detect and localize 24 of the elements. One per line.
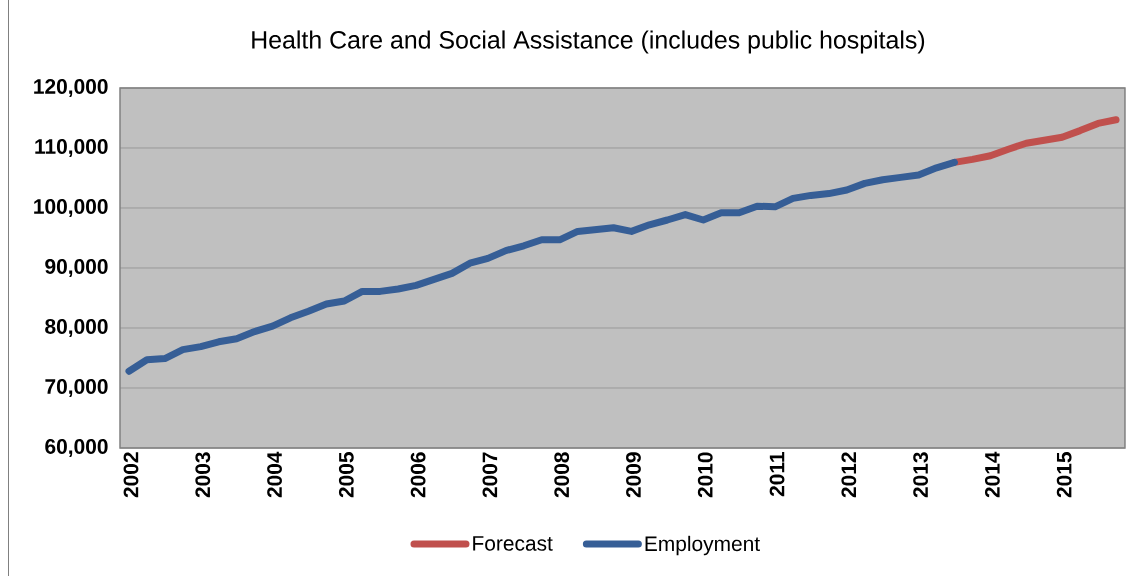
x-tick-label: 2013 [913, 452, 929, 498]
y-tick-label: 90,000 [45, 259, 108, 277]
x-tick-label: 2011 [769, 452, 785, 497]
x-tick-label: 2002 [123, 452, 139, 498]
y-tick-label: 110,000 [35, 139, 108, 157]
x-tick-label: 2003 [195, 452, 211, 498]
x-tick-label: 2009 [626, 452, 641, 498]
y-tick-label: 70,000 [45, 379, 108, 397]
x-tick-label: 2014 [984, 451, 1000, 498]
legend-label: Employment [645, 535, 760, 556]
x-tick-label: 2007 [482, 452, 498, 498]
x-tick-label: 2015 [1056, 452, 1072, 498]
x-tick-label: 2012 [841, 452, 857, 498]
legend-label: Forecast [473, 536, 553, 551]
y-tick-label: 80,000 [45, 319, 108, 337]
chart-title: Health Care and Social Assistance (includes public hospitals) [252, 30, 925, 54]
x-tick-label: 2004 [267, 451, 282, 498]
x-tick-label: 2008 [554, 452, 570, 498]
y-tick-label: 60,000 [45, 439, 108, 457]
x-tick-label: 2005 [338, 452, 354, 498]
x-tick-label: 2010 [697, 452, 713, 498]
y-tick-label: 100,000 [34, 199, 108, 217]
x-tick-label: 2006 [410, 452, 426, 498]
y-tick-label: 120,000 [34, 79, 108, 97]
